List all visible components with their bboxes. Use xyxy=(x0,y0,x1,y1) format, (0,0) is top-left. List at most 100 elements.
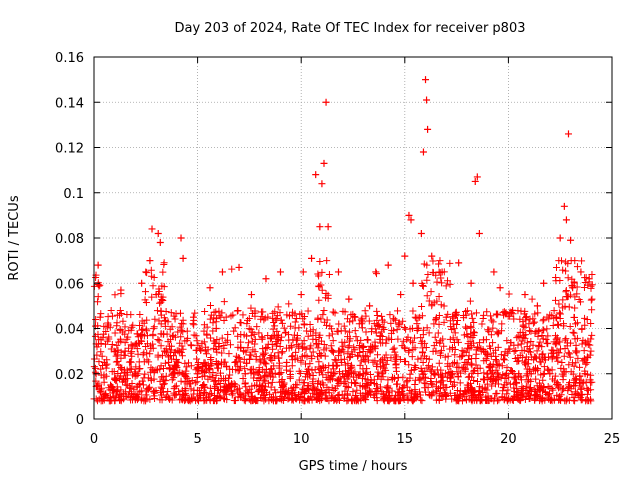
background-point xyxy=(285,300,293,308)
background-point xyxy=(329,308,337,316)
background-point xyxy=(243,320,251,328)
background-point xyxy=(274,303,282,311)
data-point xyxy=(384,261,392,269)
background-point xyxy=(124,333,132,341)
background-point xyxy=(97,386,105,394)
background-point xyxy=(346,354,354,362)
background-point xyxy=(107,345,115,353)
background-point xyxy=(584,386,592,394)
background-point xyxy=(140,374,148,382)
background-point xyxy=(562,267,570,275)
background-point xyxy=(247,369,255,377)
background-point xyxy=(584,337,592,345)
background-point xyxy=(106,323,114,331)
background-point xyxy=(563,342,571,350)
background-point xyxy=(335,391,343,399)
background-point xyxy=(100,371,108,379)
background-point xyxy=(263,344,271,352)
background-point xyxy=(374,351,382,359)
background-point xyxy=(400,323,408,331)
background-point xyxy=(258,334,266,342)
background-point xyxy=(363,335,371,343)
background-point xyxy=(587,319,595,327)
background-point xyxy=(248,382,256,390)
background-point xyxy=(464,356,472,364)
background-point xyxy=(176,309,184,317)
background-point xyxy=(351,327,359,335)
data-point xyxy=(372,268,380,276)
background-point xyxy=(399,317,407,325)
background-point xyxy=(178,342,186,350)
y-axis-label: ROTI / TECUs xyxy=(7,195,22,280)
background-point xyxy=(570,329,578,337)
background-point xyxy=(386,311,394,319)
background-point xyxy=(313,340,321,348)
background-point xyxy=(367,378,375,386)
background-point xyxy=(245,315,253,323)
background-point xyxy=(280,324,288,332)
background-point xyxy=(362,384,370,392)
background-point xyxy=(95,358,103,366)
background-point xyxy=(147,375,155,383)
background-point xyxy=(237,319,245,327)
background-point xyxy=(176,323,184,331)
background-point xyxy=(328,392,336,400)
data-point xyxy=(409,279,417,287)
background-point xyxy=(242,395,250,403)
data-point xyxy=(148,225,156,233)
background-point xyxy=(166,325,174,333)
background-point xyxy=(331,369,339,377)
data-point xyxy=(359,370,367,378)
background-point xyxy=(557,391,565,399)
y-tick-label: 0.16 xyxy=(55,51,84,66)
background-point xyxy=(159,268,167,276)
background-point xyxy=(205,392,213,400)
background-point xyxy=(520,331,528,339)
data-point xyxy=(581,370,589,378)
background-point xyxy=(581,321,589,329)
background-point xyxy=(135,358,143,366)
background-point xyxy=(352,392,360,400)
background-point xyxy=(550,349,558,357)
background-point xyxy=(184,334,192,342)
background-point xyxy=(237,338,245,346)
background-point xyxy=(499,355,507,363)
background-point xyxy=(344,391,352,399)
background-point xyxy=(588,306,596,314)
background-point xyxy=(304,382,312,390)
background-point xyxy=(220,298,228,306)
background-point xyxy=(403,336,411,344)
background-point xyxy=(292,348,300,356)
background-point xyxy=(247,332,255,340)
background-point xyxy=(142,391,150,399)
background-point xyxy=(511,373,519,381)
background-point xyxy=(179,320,187,328)
background-point xyxy=(127,349,135,357)
background-point xyxy=(111,291,119,299)
background-point xyxy=(96,388,104,396)
background-point xyxy=(231,324,239,332)
background-point xyxy=(557,364,565,372)
background-point xyxy=(113,383,121,391)
background-point xyxy=(112,358,120,366)
background-point xyxy=(325,332,333,340)
background-point xyxy=(261,359,269,367)
background-point xyxy=(336,347,344,355)
background-point xyxy=(325,362,333,370)
background-point xyxy=(128,352,136,360)
background-point xyxy=(463,307,471,315)
background-point xyxy=(318,268,326,276)
background-point xyxy=(435,359,443,367)
background-point xyxy=(258,333,266,341)
background-point xyxy=(530,365,538,373)
background-point xyxy=(355,372,363,380)
background-point xyxy=(288,362,296,370)
background-point xyxy=(97,397,105,405)
background-point xyxy=(114,357,122,365)
background-point xyxy=(373,397,381,405)
background-point xyxy=(343,371,351,379)
background-point xyxy=(368,325,376,333)
background-point xyxy=(344,359,352,367)
background-point xyxy=(306,360,314,368)
background-point xyxy=(492,310,500,318)
